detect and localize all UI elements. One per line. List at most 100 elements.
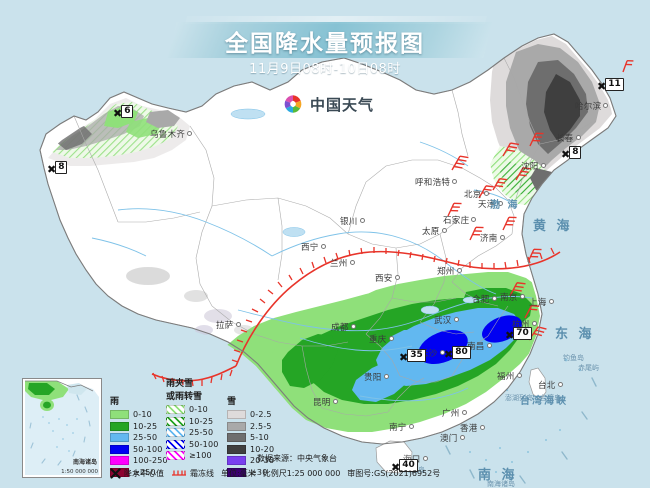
- city-label: 长春: [556, 132, 581, 144]
- legend-header-rain: 雨: [110, 397, 120, 407]
- precip-center-value: 40: [399, 458, 418, 472]
- legend-row: 10-25: [166, 416, 219, 427]
- legend-rows-snow: 0-2.5 2.5-5 5-10 10-20 20-30 ≥30: [227, 409, 274, 478]
- legend-label: 50-100: [189, 439, 219, 449]
- city-label: 成都: [331, 321, 356, 333]
- legend-header-snow: 雪: [227, 397, 237, 407]
- legend-row: 5-10: [227, 432, 274, 443]
- precip-center-marker: ✖ 8: [47, 159, 68, 175]
- legend-row: ≥100: [166, 450, 219, 461]
- legend-swatch: [227, 433, 246, 442]
- legend-precip-center-label: 降水中心值: [124, 469, 164, 478]
- page-title: 全国降水量预报图: [225, 31, 425, 57]
- sea-label: 南 海: [478, 468, 518, 483]
- sea-label: 东 海: [555, 327, 595, 342]
- legend-row: 0-2.5: [227, 409, 274, 420]
- city-label: 上海: [529, 296, 554, 308]
- legend-rows-sleet: 0-10 10-25 25-50 50-100 ≥100: [166, 404, 219, 461]
- precip-center-marker: ✖ 35: [399, 347, 426, 363]
- legend-row: ≥30: [227, 467, 274, 478]
- south-sea-dashes: [445, 377, 597, 484]
- legend-row: 10-25: [110, 421, 168, 432]
- legend-unit: 单位:毫米: [221, 469, 256, 478]
- x-mark-icon: ✖: [113, 107, 123, 120]
- legend-label: 25-50: [133, 433, 158, 442]
- city-label: 杭州: [512, 318, 537, 330]
- frost-line: [151, 247, 561, 387]
- city-label: 合肥: [472, 293, 497, 305]
- precip-center-marker: ✖ 70: [505, 325, 532, 341]
- precip-center-marker: ✖ 8: [561, 144, 582, 161]
- precip-center-marker: ✖ 40: [391, 457, 418, 473]
- legend-frostline: 霜冻线: [171, 468, 214, 479]
- city-label: 南京: [500, 291, 525, 303]
- city-label: 西安: [375, 272, 400, 284]
- city-label: 石家庄: [443, 214, 476, 226]
- city-label: 澳门: [440, 432, 465, 444]
- precip-center-value: 8: [569, 145, 582, 159]
- legend-row: 50-100: [166, 439, 219, 450]
- legend-swatch: [110, 456, 129, 465]
- legend-label: ≥30: [250, 467, 268, 477]
- legend-label: 100-250: [133, 456, 168, 465]
- legend-row: 2.5-5: [227, 421, 274, 432]
- city-label: 广州: [442, 407, 467, 419]
- page-subtitle: 11月9日08时-10日08时: [249, 62, 401, 77]
- legend-precip-center: 降水中心值: [110, 468, 164, 479]
- city-label: 郑州: [437, 265, 462, 277]
- inset-map-name: 南海诸岛: [72, 459, 97, 466]
- precip-center-marker: ✖ 80: [444, 344, 471, 360]
- x-mark-icon: ✖: [391, 461, 401, 474]
- inset-map-scale: 1:50 000 000: [61, 469, 98, 475]
- island-label: 澎湖列岛: [505, 394, 533, 402]
- legend-panel: 南海诸岛 1:50 000 000 雨 0-10 10-25 25-50 50-100…: [14, 376, 440, 484]
- legend-swatch: [166, 451, 185, 460]
- legend-swatch: [166, 416, 185, 426]
- precip-center-marker: ✖ 6: [113, 103, 134, 120]
- legend-swatch: [110, 433, 129, 442]
- city-label: 南昌: [467, 340, 492, 352]
- legend-row: 100-250: [110, 455, 168, 466]
- legend-label: ≥100: [189, 451, 212, 460]
- legend-label: 25-50: [189, 428, 214, 437]
- city-label: 重庆: [369, 333, 394, 345]
- x-mark-icon: ✖: [399, 351, 409, 364]
- island-label: 钓鱼岛: [563, 354, 584, 362]
- national-border: [39, 33, 617, 445]
- city-label: 拉萨: [216, 319, 241, 331]
- data-source-note: 数据来源：中央气象台: [257, 454, 337, 463]
- legend-label: 0-10: [189, 405, 208, 414]
- brand-name: 中国天气: [310, 95, 375, 114]
- legend-header-sleet-line2: 或雨转雪: [166, 392, 203, 402]
- sea-label: 渤 海: [490, 200, 520, 211]
- legend-map-number: 审图号:GS(2021)6952号: [347, 469, 441, 478]
- city-label: 香港: [460, 422, 485, 434]
- city-label: 长沙: [420, 347, 445, 359]
- legend-label: 50-100: [133, 444, 163, 454]
- legend-row: 10-20: [227, 444, 274, 455]
- city-label: 福州: [497, 370, 522, 382]
- legend-row: 0-10: [110, 409, 168, 420]
- city-label: 呼和浩特: [415, 176, 457, 188]
- legend-footer: 降水中心值 霜冻线 单位:毫米 比例尺1:25 000 000 审图号:GS(2…: [110, 468, 440, 479]
- sea-label: 台湾海峡: [520, 396, 568, 407]
- city-label: 武汉: [434, 314, 459, 326]
- legend-label: 20-30: [250, 456, 275, 465]
- city-label: 北京: [464, 188, 489, 200]
- sea-label: 黄 海: [533, 219, 573, 234]
- island-label: 台湾岛: [540, 394, 561, 402]
- legend-header-sleet-line1: 雨夹雪: [166, 379, 194, 389]
- x-mark-icon: ✖: [561, 148, 571, 161]
- city-label: 南宁: [389, 421, 414, 433]
- legend-swatch: [166, 428, 185, 437]
- legend-frostline-label: 霜冻线: [190, 469, 214, 478]
- legend-swatch: [110, 444, 129, 454]
- city-label: 银川: [340, 215, 365, 227]
- legend-label: 5-10: [250, 433, 269, 442]
- brand-logo: 中国天气: [282, 93, 374, 115]
- legend-label: 0-2.5: [250, 410, 272, 419]
- island-label: 赤尾屿: [578, 364, 599, 372]
- x-mark-icon: ✖: [505, 329, 515, 342]
- wind-barbs: [447, 60, 634, 341]
- city-label: 兰州: [330, 257, 355, 269]
